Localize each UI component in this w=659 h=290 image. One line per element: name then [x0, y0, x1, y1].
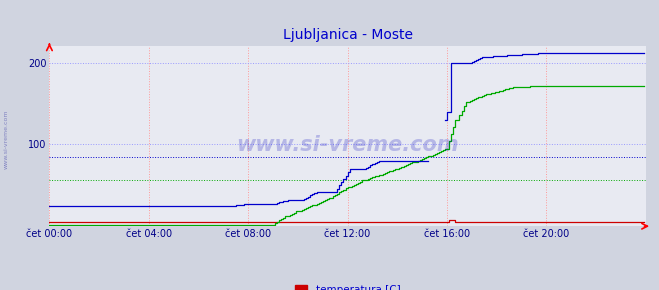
Text: www.si-vreme.com: www.si-vreme.com: [237, 135, 459, 155]
Title: Ljubljanica - Moste: Ljubljanica - Moste: [283, 28, 413, 42]
Legend: temperatura [C], pretok [m3/s], višina [cm]: temperatura [C], pretok [m3/s], višina […: [295, 285, 401, 290]
Text: www.si-vreme.com: www.si-vreme.com: [4, 109, 9, 169]
